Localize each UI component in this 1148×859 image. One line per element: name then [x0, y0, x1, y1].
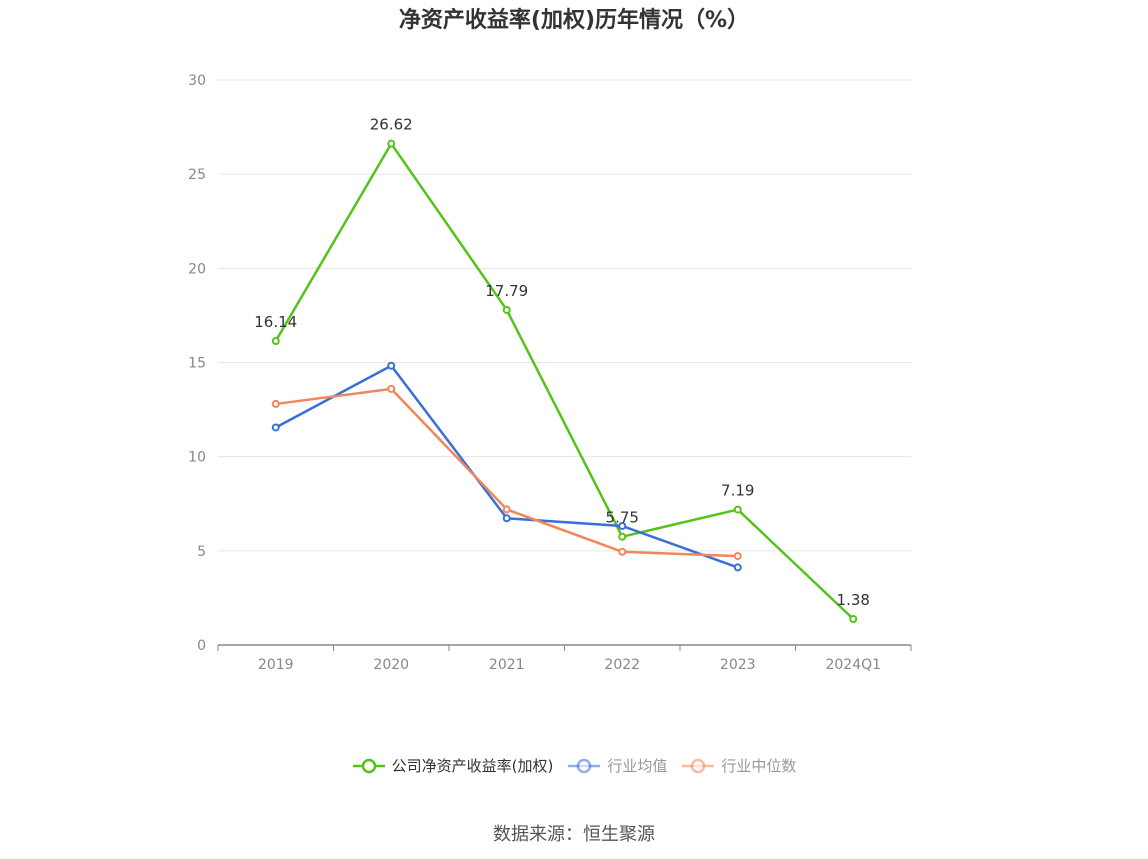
series-line-0 [274, 142, 855, 620]
data-point [387, 139, 396, 148]
legend-label: 行业中位数 [721, 757, 797, 775]
y-tick-label: 5 [197, 544, 206, 560]
legend-item[interactable]: 公司净资产收益率(加权) [352, 755, 554, 776]
legend-item[interactable]: 行业均值 [567, 755, 667, 776]
y-tick-label: 15 [188, 356, 206, 372]
x-tick-label: 2023 [720, 657, 756, 673]
data-point [271, 399, 280, 408]
grid-lines [218, 79, 911, 552]
y-tick-label: 25 [188, 167, 206, 183]
series-lines [274, 142, 855, 620]
data-label: 16.14 [254, 313, 297, 331]
data-point [387, 361, 396, 370]
y-tick-label: 10 [188, 450, 206, 466]
data-point [502, 305, 511, 314]
data-point [849, 615, 858, 624]
data-point [733, 552, 742, 561]
data-label: 7.19 [721, 482, 754, 500]
data-point [733, 563, 742, 572]
data-label: 5.75 [606, 509, 639, 527]
data-point [502, 505, 511, 514]
data-points [271, 139, 858, 624]
data-point [618, 521, 627, 530]
data-labels: 16.14 26.62 17.79 5.75 7.19 1.38 [254, 116, 870, 609]
y-tick-label: 0 [197, 638, 206, 654]
legend-label: 行业均值 [607, 757, 668, 775]
x-tick-label: 2019 [258, 657, 294, 673]
data-point [271, 423, 280, 432]
y-tick-label: 30 [188, 73, 206, 89]
data-point [387, 384, 396, 393]
data-point [618, 532, 627, 541]
data-point [618, 547, 627, 556]
source-note: 数据来源：恒生聚源 [493, 824, 655, 845]
x-tick-label: 2024Q1 [825, 657, 881, 673]
chart-title: 净资产收益率(加权)历年情况（%） [398, 8, 750, 33]
axes: 0 5 10 15 20 25 30 2019 2020 2021 2022 2023 2024Q1 [188, 73, 912, 673]
x-tick-label: 2020 [373, 657, 409, 673]
legend-item[interactable]: 行业中位数 [681, 755, 796, 776]
data-label: 1.38 [837, 591, 870, 609]
legend-label: 公司净资产收益率(加权) [391, 757, 554, 775]
x-tick-label: 2021 [489, 657, 525, 673]
x-tick-label: 2022 [604, 657, 640, 673]
y-tick-label: 20 [188, 261, 206, 277]
legend-marker-icon [352, 758, 385, 773]
data-point [271, 337, 280, 346]
legend-marker-icon [568, 758, 601, 773]
legend: 公司净资产收益率(加权) 行业均值 行业中位数 [0, 755, 1148, 776]
legend-marker-icon [682, 758, 715, 773]
data-point [502, 514, 511, 523]
data-point [733, 505, 742, 514]
series-line-2 [275, 387, 738, 558]
data-label: 17.79 [485, 282, 528, 300]
data-label: 26.62 [370, 116, 413, 134]
